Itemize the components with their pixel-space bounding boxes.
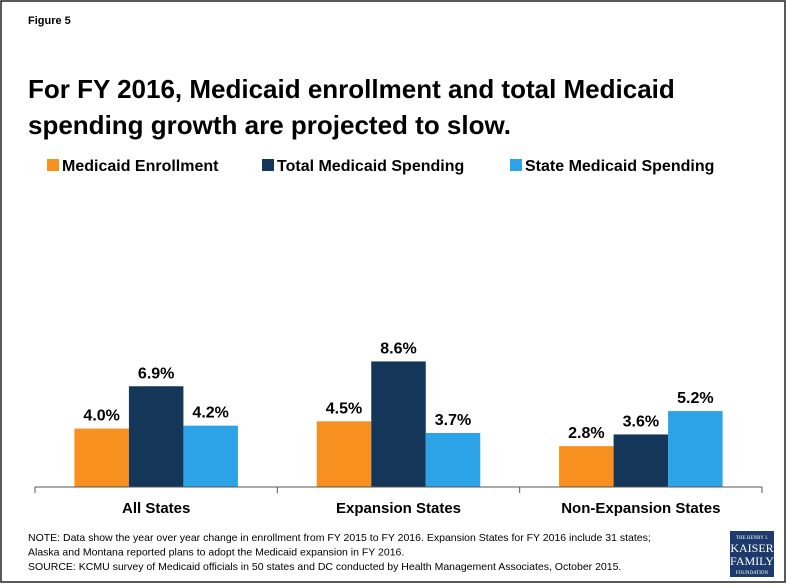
note: NOTE: Data show the year over year chang…	[28, 532, 651, 544]
logo-text: THE HENRY J.	[736, 536, 768, 541]
data-label: 4.0%	[83, 408, 119, 425]
data-label: 4.5%	[326, 400, 362, 417]
bar	[613, 434, 669, 487]
bar	[668, 411, 723, 487]
logo-text: FOUNDATION	[736, 571, 769, 576]
x-tick-label: Non-Expansion States	[561, 500, 720, 517]
bar	[128, 386, 184, 487]
legend-swatch	[510, 159, 522, 171]
x-tick-label: Expansion States	[336, 500, 461, 517]
logo-box	[730, 531, 774, 577]
bar	[183, 425, 238, 487]
chart-title: For FY 2016, Medicaid enrollment and tot…	[28, 74, 675, 104]
chart-title: spending growth are projected to slow.	[28, 110, 511, 140]
legend-swatch	[262, 159, 274, 171]
bar	[425, 432, 481, 487]
logo-text: FAMILY	[730, 554, 774, 568]
data-label: 8.6%	[380, 340, 416, 357]
data-label: 3.6%	[623, 413, 659, 430]
data-label: 3.7%	[435, 412, 471, 429]
bar	[316, 421, 372, 487]
legend-label: Total Medicaid Spending	[277, 158, 464, 175]
bar	[74, 428, 129, 487]
bar	[559, 446, 614, 487]
data-label: 2.8%	[568, 425, 604, 442]
note: SOURCE: KCMU survey of Medicaid official…	[28, 561, 621, 573]
note: Alaska and Montana reported plans to ado…	[28, 547, 404, 559]
figure-label: Figure 5	[28, 15, 71, 27]
data-label: 4.2%	[192, 405, 228, 422]
data-label: 6.9%	[138, 365, 174, 382]
data-label: 5.2%	[677, 390, 713, 407]
x-tick-label: All States	[122, 500, 190, 517]
legend-swatch	[47, 159, 59, 171]
bar	[371, 361, 426, 487]
logo-text: KAISER	[730, 541, 773, 555]
legend-label: Medicaid Enrollment	[62, 158, 219, 175]
legend-label: State Medicaid Spending	[525, 158, 714, 175]
